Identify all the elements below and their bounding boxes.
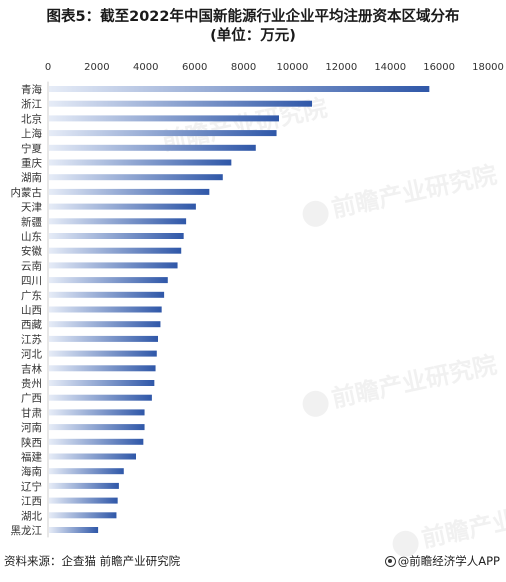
bar — [49, 115, 279, 122]
x-tick-label: 18000 — [472, 62, 504, 73]
bar — [49, 159, 232, 166]
y-category-label: 四川 — [21, 275, 42, 287]
bar — [49, 365, 156, 372]
bar — [49, 233, 184, 239]
bars — [49, 86, 430, 533]
bar — [49, 100, 312, 107]
bar — [49, 438, 144, 445]
x-tick-label: 2000 — [84, 62, 109, 73]
bar — [49, 468, 124, 475]
y-category-label: 内蒙古 — [11, 186, 43, 199]
y-category-label: 青海 — [21, 83, 42, 96]
y-category-label: 福建 — [21, 451, 42, 464]
y-category-label: 广西 — [21, 393, 42, 405]
bar — [49, 453, 136, 460]
brand-credit: @前瞻经济学人APP — [384, 553, 500, 569]
x-tick-label: 4000 — [133, 62, 158, 73]
bar — [49, 277, 168, 284]
chart-title-line2: (单位：万元) — [210, 28, 296, 44]
bar — [49, 306, 162, 313]
y-category-label: 湖南 — [21, 171, 42, 184]
bar — [49, 409, 145, 416]
y-category-label: 海南 — [21, 465, 42, 478]
y-category-label: 北京 — [21, 112, 42, 125]
source-note: 资料来源：企查猫 前瞻产业研究院 — [4, 554, 181, 568]
y-category-label: 广东 — [21, 289, 42, 302]
x-tick-label: 10000 — [277, 62, 309, 73]
bar — [49, 144, 256, 151]
chart-title-line1: 图表5：截至2022年中国新能源行业企业平均注册资本区域分布 — [46, 9, 460, 25]
brand-text: @前瞻经济学人APP — [397, 554, 500, 568]
y-axis: 青海浙江北京上海宁夏重庆湖南内蒙古天津新疆山东安徽云南四川广东山西西藏江苏河北吉… — [11, 81, 49, 538]
y-category-label: 河北 — [21, 349, 42, 361]
y-category-label: 新疆 — [21, 215, 42, 228]
bar — [49, 130, 277, 137]
y-category-label: 天津 — [21, 202, 42, 214]
bar — [49, 394, 152, 401]
x-tick-label: 8000 — [231, 62, 256, 73]
bar — [49, 321, 161, 328]
chart-title: 图表5：截至2022年中国新能源行业企业平均注册资本区域分布 (单位：万元) — [0, 8, 506, 46]
y-category-label: 上海 — [21, 127, 42, 140]
bar — [49, 291, 165, 298]
x-tick-label: 6000 — [182, 62, 207, 73]
y-category-label: 甘肃 — [21, 406, 42, 419]
y-category-label: 黑龙江 — [11, 524, 43, 537]
y-category-label: 宁夏 — [21, 142, 42, 155]
bar — [49, 497, 118, 504]
bar — [49, 527, 99, 533]
bar — [49, 247, 182, 254]
bar — [49, 203, 196, 210]
y-category-label: 安徽 — [21, 245, 42, 258]
bar — [49, 380, 155, 386]
y-category-label: 贵州 — [21, 377, 42, 390]
y-category-label: 江西 — [21, 496, 42, 508]
brand-logo-icon — [384, 556, 396, 567]
bar — [49, 335, 158, 342]
bar — [49, 482, 119, 489]
y-category-label: 江苏 — [21, 333, 42, 346]
y-category-label: 云南 — [21, 259, 42, 272]
y-category-label: 重庆 — [21, 157, 42, 170]
y-category-label: 吉林 — [21, 362, 42, 375]
y-category-label: 山西 — [21, 305, 42, 317]
y-category-label: 河南 — [21, 421, 42, 434]
bar — [49, 188, 210, 195]
bar — [49, 350, 157, 357]
y-category-label: 山东 — [21, 230, 42, 243]
y-category-label: 湖北 — [21, 510, 42, 522]
y-category-label: 西藏 — [21, 319, 42, 331]
footer: 资料来源：企查猫 前瞻产业研究院 @前瞻经济学人APP — [0, 553, 506, 573]
y-category-label: 陕西 — [21, 436, 42, 449]
y-category-label: 辽宁 — [21, 480, 42, 493]
bar — [49, 512, 117, 519]
y-category-label: 浙江 — [21, 99, 42, 111]
x-tick-label: 12000 — [325, 62, 357, 73]
x-axis: 0 2000 4000 6000 8000 10000 12000 14000 16000 180… — [45, 62, 504, 73]
bar — [49, 424, 145, 431]
x-tick-label: 14000 — [374, 62, 406, 73]
x-tick-label: 16000 — [423, 62, 455, 73]
bar — [49, 218, 187, 225]
bar — [49, 86, 430, 92]
x-tick-label: 0 — [45, 62, 51, 73]
bar — [49, 174, 223, 181]
bar — [49, 262, 178, 269]
